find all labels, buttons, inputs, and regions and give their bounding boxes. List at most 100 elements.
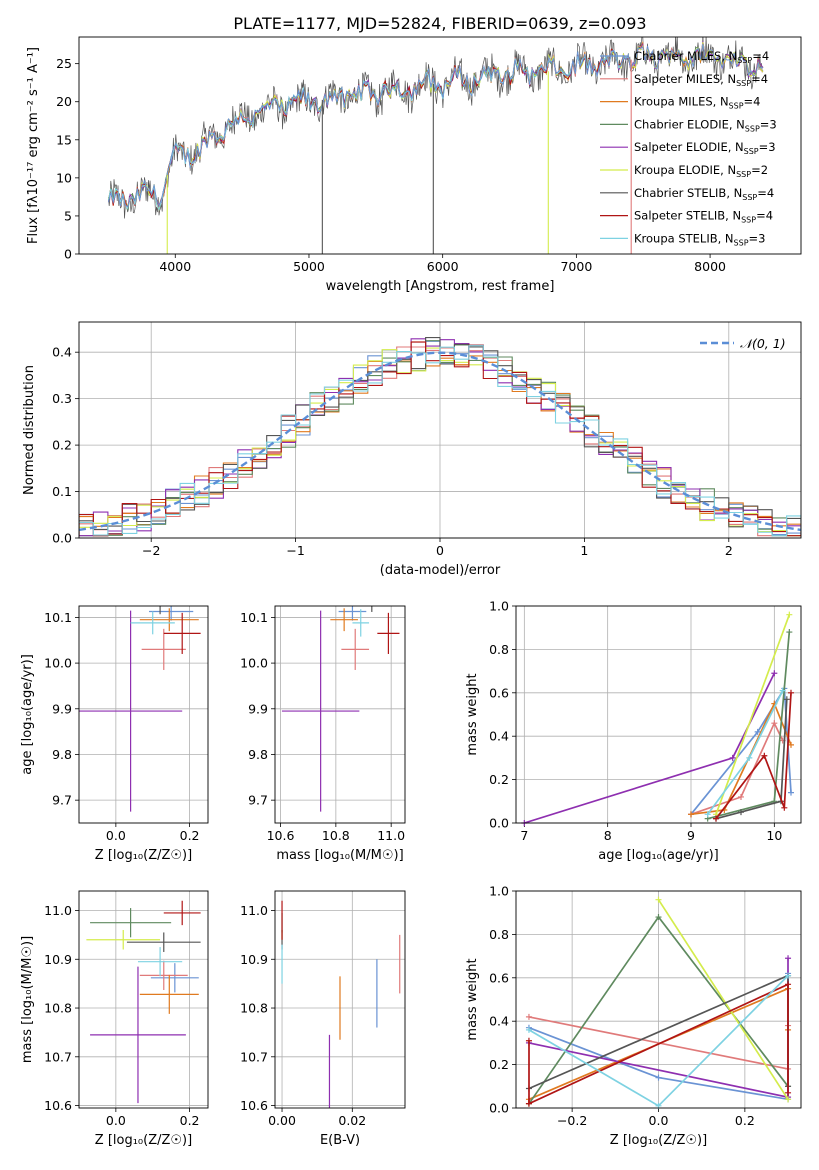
x-tick-label: 4000	[159, 259, 191, 274]
y-tick-label: 10.6	[240, 1098, 268, 1113]
y-tick-label: 0.1	[52, 484, 72, 499]
weight-series-marker	[788, 789, 794, 796]
x-axis-label: wavelength [Angstrom, rest frame]	[326, 279, 555, 294]
x-tick-label: 0.02	[338, 1113, 366, 1128]
legend-label: Salpeter STELIB, NSSP=4	[634, 209, 773, 225]
axes-frame	[78, 605, 209, 824]
weight-series-marker	[655, 1074, 662, 1081]
weight-series-marker	[738, 809, 744, 816]
legend-label-sub: SSP	[737, 56, 752, 65]
y-tick-label: 0.6	[489, 970, 509, 985]
legend-label-suffix: =4	[757, 186, 774, 200]
weight-series-marker	[713, 815, 719, 822]
legend-label-suffix: =2	[751, 163, 768, 177]
legend-label: Chabrier ELODIE, NSSP=3	[634, 117, 777, 133]
y-tick-label: 10.9	[44, 952, 72, 967]
y-tick-label: 9.8	[52, 747, 72, 762]
x-tick-label: 0.0	[106, 828, 126, 843]
legend-label-main: Salpeter STELIB, N	[634, 209, 741, 223]
axes-frame	[78, 321, 802, 539]
legend-label-suffix: =3	[760, 117, 777, 131]
weight-series-marker	[754, 728, 761, 735]
x-tick-label: 0.2	[180, 828, 200, 843]
panel-residuals: −2 −1 0 1 2 0.0 0.1 0.2 0.3 0.4 (data-model)/error…	[22, 321, 802, 578]
panel-mass-vs-ebv: 0.00 0.02 10.6 10.7 10.8 10.9 11.0 E(B-V)	[240, 890, 406, 1148]
legend-label-suffix: =4	[744, 95, 761, 109]
weight-series-marker	[704, 811, 711, 818]
y-tick-label: 15	[56, 132, 72, 147]
axes-frame	[515, 890, 802, 1109]
y-tick-label: 0.3	[52, 391, 72, 406]
y-tick-label: 10.1	[240, 610, 268, 625]
panel-age-vs-mass: 10.6 10.8 11.0 9.7 9.8 9.9 10.0 10.1 mass [log₁₀…	[240, 605, 406, 863]
y-tick-label: 0.4	[489, 1014, 509, 1029]
x-tick-label: 2	[725, 543, 733, 558]
legend-label-main: Kroupa STELIB, N	[634, 231, 734, 245]
y-tick-label: 9.7	[248, 793, 268, 808]
axes-frame	[515, 605, 802, 824]
x-tick-label: 10.8	[322, 828, 350, 843]
y-tick-label: 0.4	[52, 345, 72, 360]
y-tick-label: 10	[56, 170, 72, 185]
weight-series-line	[715, 699, 788, 820]
y-tick-label: 0.6	[489, 685, 509, 700]
y-tick-label: 5	[64, 208, 72, 223]
y-tick-label: 0	[64, 247, 72, 262]
x-tick-label: 7	[520, 828, 528, 843]
axes-frame	[274, 890, 406, 1109]
legend-label-sub: SSP	[745, 124, 760, 133]
x-tick-label: 8000	[694, 259, 726, 274]
spectrum-line	[108, 37, 764, 219]
legend-label: Kroupa MILES, NSSP=4	[634, 95, 760, 111]
y-tick-label: 11.0	[44, 903, 72, 918]
weight-series-marker	[786, 629, 793, 636]
legend-label-suffix: =3	[749, 231, 766, 245]
axes-frame	[78, 36, 802, 255]
legend-label-main: Salpeter ELODIE, N	[634, 140, 744, 154]
x-axis-label: Z [log₁₀(Z/Z☉)]	[95, 848, 192, 863]
legend-label-suffix: =3	[759, 140, 776, 154]
weight-series-marker	[785, 1089, 792, 1096]
weight-series-marker	[771, 720, 778, 727]
legend-label-sub: SSP	[736, 79, 751, 88]
axes-frame	[274, 605, 406, 824]
legend-label: Salpeter MILES, NSSP=4	[634, 72, 768, 88]
spectrum-line	[107, 48, 629, 209]
legend-label-main: Chabrier ELODIE, N	[634, 117, 745, 131]
y-tick-label: 10.8	[44, 1001, 72, 1016]
legend-label: 𝒩(0, 1)	[740, 336, 786, 351]
panel-age-vs-z: 0.0 0.2 9.7 9.8 9.9 10.0 10.1 Z [log₁₀(Z/Z☉)] ag…	[20, 605, 209, 863]
weight-series-marker	[655, 896, 662, 903]
legend-label-suffix: =4	[752, 49, 769, 63]
legend-label-main: Chabrier MILES, N	[634, 49, 737, 63]
legend-label: Kroupa ELODIE, NSSP=2	[634, 163, 768, 179]
y-tick-label: 9.9	[52, 701, 72, 716]
weight-series-marker	[786, 611, 793, 618]
legend-label-sub: SSP	[744, 147, 759, 156]
y-tick-label: 10.0	[44, 656, 72, 671]
x-axis-label: age [log₁₀(age/yr)]	[598, 848, 719, 863]
y-axis-label: mass [log₁₀(M/M☉)]	[20, 936, 35, 1063]
weight-series-marker	[525, 1037, 532, 1044]
x-tick-label: −1	[286, 543, 304, 558]
y-axis-label: mass weight	[465, 958, 480, 1040]
x-tick-label: 0.00	[268, 1113, 296, 1128]
weight-series-marker	[779, 687, 786, 694]
weight-series-marker	[771, 670, 778, 677]
x-tick-label: 9	[687, 828, 695, 843]
weight-series-marker	[525, 1026, 532, 1033]
y-tick-label: 0.8	[489, 927, 509, 942]
y-tick-label: 10.7	[44, 1049, 72, 1064]
legend-label: Salpeter ELODIE, NSSP=3	[634, 140, 776, 156]
weight-series-marker	[785, 972, 792, 979]
panel-spectrum: 4000 5000 6000 7000 8000 0 5 10 15 20 25 wavelength…	[26, 36, 802, 294]
legend-label-sub: SSP	[741, 216, 756, 225]
y-tick-label: 10.6	[44, 1098, 72, 1113]
y-tick-label: 0.4	[489, 729, 509, 744]
weight-series-marker	[788, 689, 794, 696]
legend-label-main: Chabrier STELIB, N	[634, 186, 742, 200]
legend-label-main: Salpeter MILES, N	[634, 72, 736, 86]
x-tick-label: 8	[604, 828, 612, 843]
legend-label-sub: SSP	[734, 238, 749, 247]
weight-series-marker	[761, 752, 768, 759]
